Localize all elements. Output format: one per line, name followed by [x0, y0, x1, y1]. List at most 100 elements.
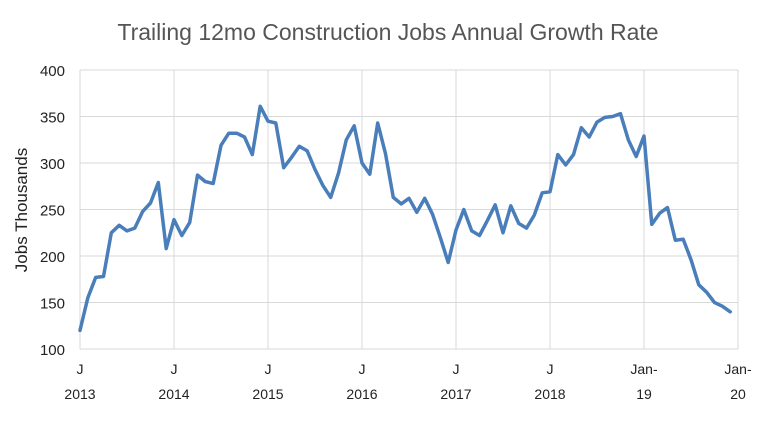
series-line [78, 104, 732, 333]
x-tick-label-line2: 20 [730, 386, 746, 402]
y-tick-labels: 100 150 200 250 300 350 400 [40, 63, 65, 359]
data-point [368, 173, 371, 176]
data-point [509, 204, 512, 207]
data-point [243, 135, 246, 138]
data-point [188, 221, 191, 224]
x-tick-label-line1: J [171, 361, 178, 377]
data-point [251, 153, 254, 156]
data-point [282, 166, 285, 169]
data-point [635, 155, 638, 158]
data-point [588, 135, 591, 138]
data-point [549, 190, 552, 193]
data-point [361, 162, 364, 165]
data-point [400, 202, 403, 205]
data-point [267, 120, 270, 123]
data-point [298, 145, 301, 148]
y-axis-label: Jobs Thousands [12, 148, 31, 272]
data-point [572, 153, 575, 156]
data-point [86, 296, 89, 299]
data-point [713, 301, 716, 304]
data-point [376, 122, 379, 125]
data-point [564, 163, 567, 166]
data-point [321, 184, 324, 187]
x-tick-label-line2: 2018 [534, 386, 565, 402]
x-tick-label-line1: Jan- [630, 361, 658, 377]
data-point [580, 126, 583, 129]
data-point [502, 231, 505, 234]
data-point [329, 196, 332, 199]
data-point [447, 261, 450, 264]
data-point [690, 258, 693, 261]
chart-title: Trailing 12mo Construction Jobs Annual G… [117, 19, 658, 45]
y-tick-label: 150 [40, 296, 65, 313]
data-point [204, 180, 207, 183]
data-point [439, 236, 442, 239]
data-point [102, 275, 105, 278]
data-point [212, 182, 215, 185]
x-tick-label-line1: J [77, 361, 84, 377]
x-tick-labels: J 2013 J 2014 J 2015 J 2016 J 2017 J 2018 Jan- 19 Jan-… [64, 361, 752, 402]
data-point [196, 174, 199, 177]
data-point [392, 196, 395, 199]
data-point [541, 191, 544, 194]
data-point [220, 144, 223, 147]
x-tick-label-line1: Jan- [724, 361, 752, 377]
y-tick-label: 250 [40, 203, 65, 220]
data-point [619, 112, 622, 115]
data-point [431, 213, 434, 216]
data-point [682, 238, 685, 241]
x-tick-label-line2: 2014 [158, 386, 189, 402]
data-point [133, 227, 136, 230]
data-point [337, 172, 340, 175]
data-point [603, 116, 606, 119]
data-point [415, 211, 418, 214]
data-point [486, 219, 489, 222]
data-point [533, 214, 536, 217]
x-tick-label-line2: 2017 [440, 386, 471, 402]
data-point [79, 329, 82, 332]
data-point [180, 234, 183, 237]
data-point [643, 135, 646, 138]
data-point [462, 208, 465, 211]
data-point [627, 138, 630, 141]
data-point [650, 223, 653, 226]
x-tick-label-line2: 2016 [346, 386, 377, 402]
data-point [157, 181, 160, 184]
data-point [290, 156, 293, 159]
x-tick-label-line2: 2013 [64, 386, 95, 402]
data-point [227, 132, 230, 135]
data-point [596, 121, 599, 124]
y-tick-label: 350 [40, 110, 65, 127]
data-point [494, 203, 497, 206]
data-point [470, 229, 473, 232]
data-point [118, 224, 121, 227]
data-point [666, 206, 669, 209]
data-point [674, 239, 677, 242]
data-point [478, 234, 481, 237]
data-point [345, 138, 348, 141]
x-tick-label-line2: 2015 [252, 386, 283, 402]
data-point [141, 210, 144, 213]
data-point [423, 197, 426, 200]
data-point [353, 124, 356, 127]
x-tick-label-line1: J [453, 361, 460, 377]
data-point [173, 218, 176, 221]
x-tick-label-line1: J [265, 361, 272, 377]
data-point [384, 152, 387, 155]
data-point [165, 247, 168, 250]
data-point [274, 122, 277, 125]
data-point [705, 291, 708, 294]
y-tick-label: 300 [40, 156, 65, 173]
x-tick-label-line2: 19 [636, 386, 652, 402]
data-point [408, 197, 411, 200]
data-point [259, 105, 262, 108]
data-point [556, 153, 559, 156]
series [78, 104, 732, 333]
data-point [110, 231, 113, 234]
data-point [658, 212, 661, 215]
data-point [314, 168, 317, 171]
y-tick-label: 400 [40, 63, 65, 80]
data-point [126, 229, 129, 232]
